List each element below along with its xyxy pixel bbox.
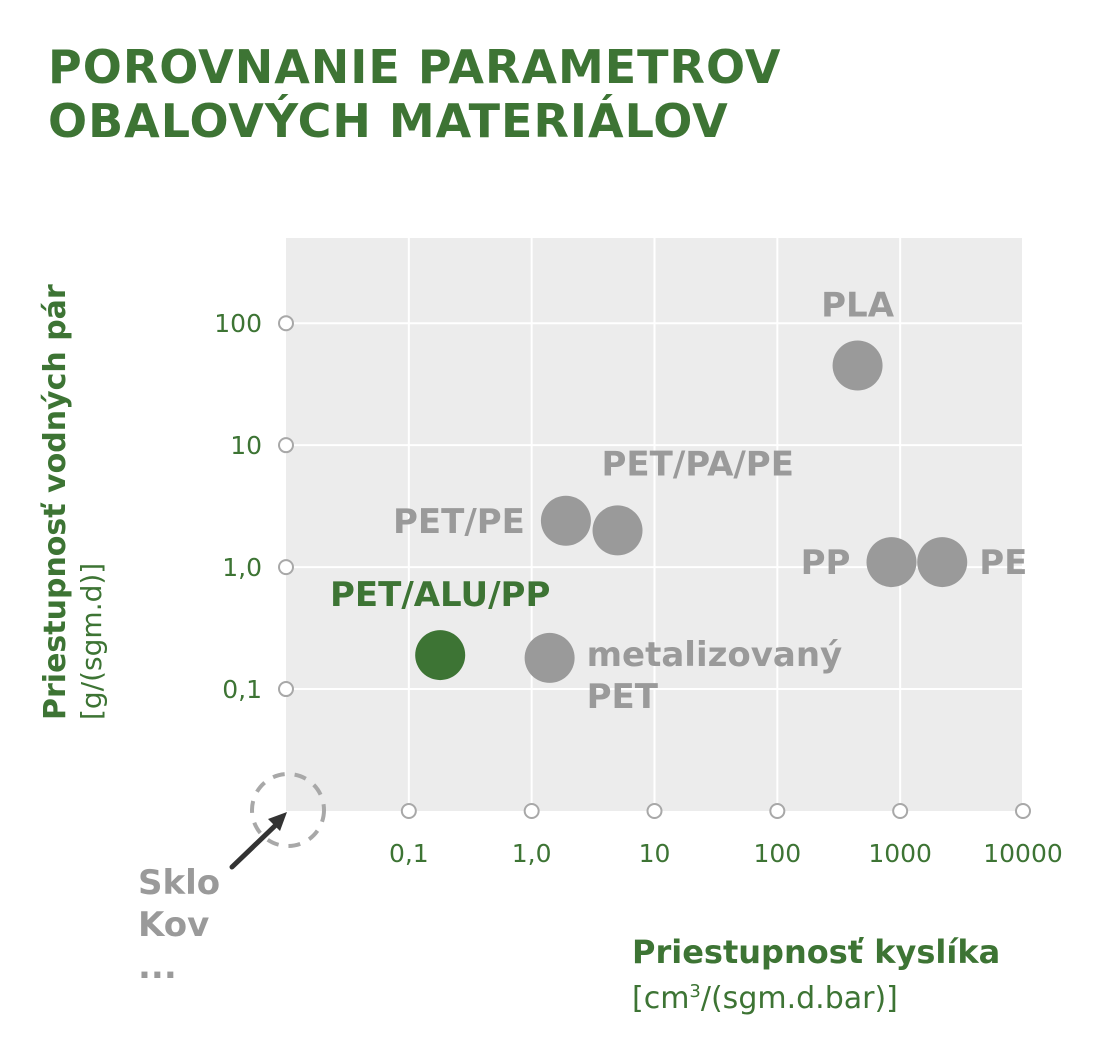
chart-title: POROVNANIE PARAMETROV OBALOVÝCH MATERIÁL… xyxy=(48,40,781,148)
data-point xyxy=(866,537,917,588)
y-tick-label: 10 xyxy=(230,431,262,460)
point-label: PP xyxy=(801,543,851,583)
x-axis-unit: [cm3/(sgm.d.bar)] xyxy=(632,972,1000,1019)
point-label: PET/ALU/PP xyxy=(330,575,550,615)
chart-title-line-2: OBALOVÝCH MATERIÁLOV xyxy=(48,94,729,148)
point-label-line: PLA xyxy=(821,286,895,326)
glass-note-line-1: Sklo xyxy=(138,863,221,903)
data-point xyxy=(415,630,466,681)
x-tick-label: 10 xyxy=(639,839,671,868)
x-tick-label: 0,1 xyxy=(389,839,429,868)
data-point xyxy=(524,632,575,683)
x-tick-mark xyxy=(892,803,909,819)
x-tick-mark xyxy=(769,803,786,819)
data-point xyxy=(832,340,883,391)
y-tick-label: 1,0 xyxy=(222,553,262,582)
point-label-line: PP xyxy=(801,543,851,583)
origin-annotation xyxy=(229,772,326,870)
chart-title-line-1: POROVNANIE PARAMETROV xyxy=(48,40,782,94)
x-tick-mark xyxy=(1015,803,1031,819)
x-axis-title: Priestupnosť kyslíka [cm3/(sgm.d.bar)] xyxy=(632,932,1000,1019)
origin-dashed-circle xyxy=(250,772,326,848)
y-tick-mark xyxy=(278,681,294,698)
point-label: PET/PA/PE xyxy=(602,444,794,484)
point-label: metalizovaný PET xyxy=(587,635,843,717)
y-tick-mark xyxy=(278,315,294,332)
x-tick-mark xyxy=(400,803,417,819)
origin-arrow-head xyxy=(268,812,287,831)
x-tick-label: 1000 xyxy=(868,839,932,868)
x-axis-unit-superscript: 3 xyxy=(689,981,701,1002)
point-label-line: PET/PA/PE xyxy=(602,444,794,484)
x-axis-unit-prefix: [cm xyxy=(632,981,690,1016)
point-label: PLA xyxy=(821,286,895,326)
x-tick-label: 10000 xyxy=(983,839,1063,868)
x-axis-unit-suffix: /(sgm.d.bar)] xyxy=(700,981,898,1016)
x-axis-label: Priestupnosť kyslíka xyxy=(632,933,1001,971)
data-points: PLA PET/PE PET/PA/PE PP PE PET/ALU/PP metalizo… xyxy=(330,286,1027,717)
y-tick-label: 100 xyxy=(214,309,262,338)
x-tick-label: 100 xyxy=(753,839,801,868)
data-point xyxy=(917,537,968,588)
origin-arrow-shaft xyxy=(229,819,282,870)
point-label: PE xyxy=(979,543,1027,583)
glass-note-line-3: ... xyxy=(138,947,177,987)
y-tick-mark xyxy=(278,437,294,454)
data-point xyxy=(540,495,591,546)
data-point xyxy=(592,505,643,556)
point-label-line: PE xyxy=(979,543,1027,583)
axis-ticks: 0,1 1,0 10 100 1000 10000 0,1 1,0 10 100 xyxy=(214,309,1062,868)
glass-note-line-2: Kov xyxy=(138,905,210,945)
y-tick-mark xyxy=(278,559,294,576)
point-label-line: PET xyxy=(587,677,659,717)
y-tick-label: 0,1 xyxy=(222,675,262,704)
x-tick-label: 1,0 xyxy=(512,839,552,868)
x-tick-mark xyxy=(523,803,540,819)
point-label-line: PET/PE xyxy=(393,502,525,542)
glass-metal-note: Sklo Kov ... xyxy=(138,862,220,988)
point-label-line: metalizovaný xyxy=(587,635,843,675)
grid-lines xyxy=(286,238,1024,811)
point-label-line: PET/ALU/PP xyxy=(330,575,550,615)
point-label: PET/PE xyxy=(393,502,525,542)
x-tick-mark xyxy=(646,803,663,819)
